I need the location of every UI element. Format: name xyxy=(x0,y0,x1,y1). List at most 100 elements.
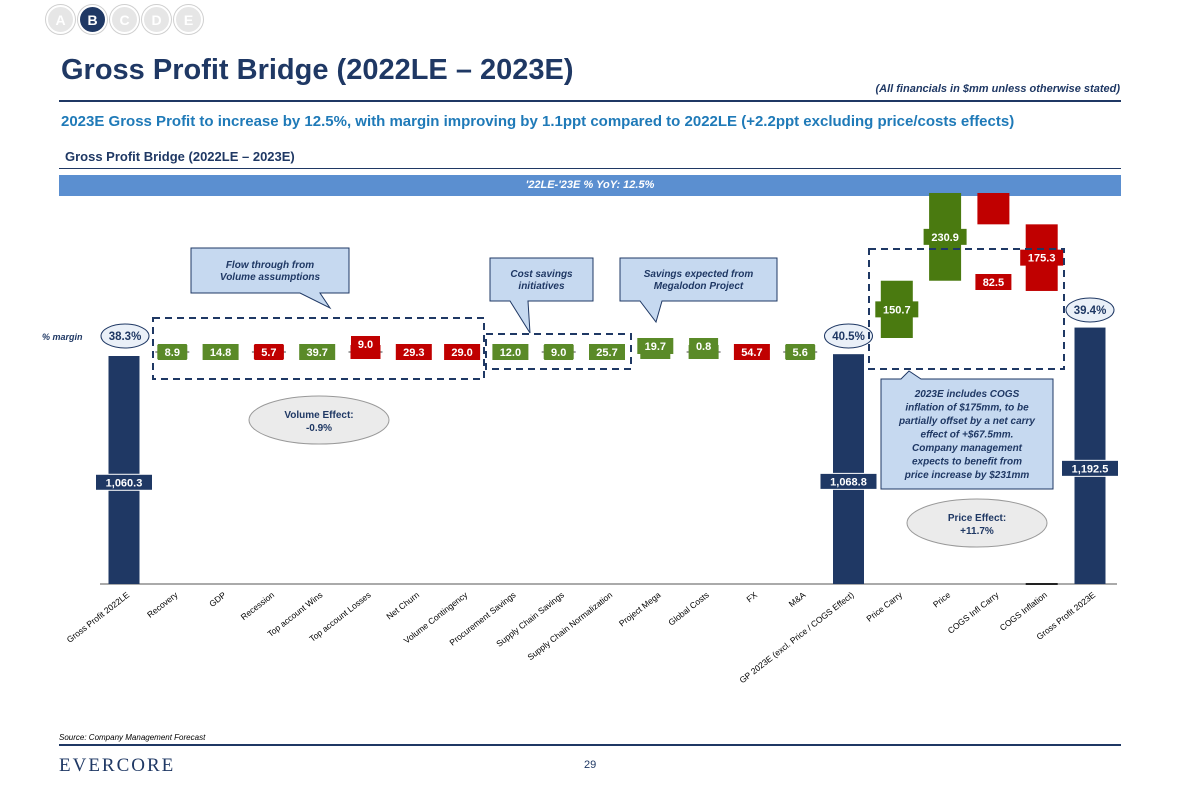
price-effect-ellipse xyxy=(906,498,1048,548)
value-label-bg-net-churn xyxy=(395,344,432,360)
bar-gross-profit-2022le xyxy=(108,356,140,584)
volume-effect-line-1: Volume Effect: xyxy=(284,410,353,421)
value-label-bg-top-account-losses xyxy=(351,336,380,352)
price-callout-line-1: 2023E includes COGS xyxy=(914,389,1020,400)
value-label-net-churn: 29.3 xyxy=(403,347,424,359)
category-label-price-carry: Price Carry xyxy=(864,589,904,624)
price-effect-line-1: Price Effect: xyxy=(948,513,1006,524)
margin-ellipse-gross-profit-2022le xyxy=(100,323,150,349)
chart-section-title: Gross Profit Bridge (2022LE – 2023E) xyxy=(65,149,295,164)
value-label-gross-profit-2022le: 1,060.3 xyxy=(106,477,143,489)
cost-savings-callout-line-2: initiatives xyxy=(518,281,565,292)
value-label-bg-recession xyxy=(254,344,284,360)
value-label-price: 230.9 xyxy=(931,232,959,244)
price-callout-line-6: expects to benefit from xyxy=(912,457,1022,468)
margin-value-gross-profit-2023e: 39.4% xyxy=(1074,305,1107,317)
value-label-bg-top-account-wins xyxy=(299,344,336,360)
price-group-box xyxy=(868,248,1065,370)
price-callout-shape xyxy=(880,370,1054,490)
volume-callout-line-2: Volume assumptions xyxy=(220,272,321,283)
price-callout-line-5: Company management xyxy=(912,443,1023,454)
category-label-supply-chain-normalization: Supply Chain Normalization xyxy=(525,590,614,663)
value-label-gross-profit-2023e: 1,192.5 xyxy=(1072,463,1109,475)
category-label-recession: Recession xyxy=(239,590,277,622)
megalodon-callout-line-2: Megalodon Project xyxy=(654,281,744,292)
volume-group-box xyxy=(152,317,485,380)
title-divider xyxy=(59,100,1121,102)
value-label-bg-project-mega xyxy=(637,338,674,354)
value-label-supply-chain-savings: 9.0 xyxy=(551,347,566,359)
value-label-bg-fx xyxy=(733,344,770,360)
key-message: 2023E Gross Profit to increase by 12.5%,… xyxy=(61,113,1015,130)
section-divider xyxy=(59,168,1121,169)
volume-callout-line-1: Flow through from xyxy=(226,260,314,271)
category-label-cogs-inflation: COGS Inflation xyxy=(998,590,1049,633)
category-label-global-costs: Global Costs xyxy=(666,590,711,628)
category-label-recovery: Recovery xyxy=(145,589,180,619)
margin-value-gross-profit-2022le: 38.3% xyxy=(109,331,142,343)
value-label-fx: 54.7 xyxy=(741,347,762,359)
value-label-global-costs: 0.8 xyxy=(696,341,711,353)
value-label-volume-contingency: 29.0 xyxy=(451,347,472,359)
nav-tab-c[interactable]: C xyxy=(110,5,139,34)
page-number: 29 xyxy=(584,759,597,771)
volume-effect-line-2: -0.9% xyxy=(306,423,332,434)
price-callout-line-7: price increase by $231mm xyxy=(904,470,1030,481)
nav-tab-e[interactable]: E xyxy=(174,5,203,34)
value-label-bg-volume-contingency xyxy=(444,344,481,360)
value-label-bg-gdp xyxy=(202,344,239,360)
nav-tab-b[interactable]: B xyxy=(78,5,107,34)
evercore-logo: EVERCORE xyxy=(59,755,176,776)
value-label-project-mega: 19.7 xyxy=(645,341,666,353)
category-label-fx: FX xyxy=(744,590,759,605)
value-label-top-account-losses: 9.0 xyxy=(358,339,373,351)
margin-ellipse-gross-profit-2023e xyxy=(1065,297,1115,323)
value-label-bg-price-carry xyxy=(875,301,919,318)
value-label-gdp: 14.8 xyxy=(210,347,231,359)
value-label-bg-global-costs xyxy=(689,338,719,354)
value-label-bg-price xyxy=(923,228,967,245)
volume-effect-ellipse xyxy=(248,395,390,445)
margin-axis-label: % margin xyxy=(42,332,83,342)
nav-tab-a[interactable]: A xyxy=(46,5,75,34)
category-label-cogs-infl-carry: COGS Infl Carry xyxy=(946,589,1002,635)
margin-ellipse-gp-2023e-excl-price-cogs-effect xyxy=(824,323,873,349)
value-label-bg-recovery xyxy=(157,344,187,360)
value-label-bg-gp-2023e-excl-price-cogs-effect xyxy=(819,472,878,490)
value-label-top-account-wins: 39.7 xyxy=(306,347,327,359)
section-nav: A B C D E xyxy=(46,5,206,34)
source-note: Source: Company Management Forecast xyxy=(59,733,206,742)
value-label-gp-2023e-excl-price-cogs-effect: 1,068.8 xyxy=(830,476,867,488)
value-label-bg-procurement-savings xyxy=(492,344,529,360)
bar-cogs-infl-carry xyxy=(977,192,1010,225)
value-label-bg-supply-chain-normalization xyxy=(589,344,625,360)
nav-tab-d[interactable]: D xyxy=(142,5,171,34)
cost-savings-group-box xyxy=(485,333,632,370)
value-label-bg-supply-chain-savings xyxy=(544,344,574,360)
megalodon-callout-shape xyxy=(619,257,778,324)
value-label-price-carry: 150.7 xyxy=(883,304,911,316)
value-label-supply-chain-normalization: 25.7 xyxy=(596,347,617,359)
category-label-net-churn: Net Churn xyxy=(384,590,421,622)
category-label-gdp: GDP xyxy=(207,589,228,608)
megalodon-callout-line-1: Savings expected from xyxy=(644,269,754,280)
value-label-bg-m-a xyxy=(785,344,815,360)
footer-divider xyxy=(59,744,1121,746)
price-effect-line-2: +11.7% xyxy=(960,526,994,537)
cost-savings-callout-line-1: Cost savings xyxy=(510,269,573,280)
page-title: Gross Profit Bridge (2022LE – 2023E) xyxy=(61,54,574,86)
financials-note: (All financials in $mm unless otherwise … xyxy=(875,83,1120,95)
value-label-bg-cogs-inflation xyxy=(1020,249,1064,266)
category-label-project-mega: Project Mega xyxy=(617,590,663,629)
category-label-gross-profit-2022le: Gross Profit 2022LE xyxy=(65,589,132,644)
value-label-cogs-inflation: 175.3 xyxy=(1028,253,1056,265)
margin-value-gp-2023e-excl-price-cogs-effect: 40.5% xyxy=(832,331,865,343)
value-label-recession: 5.7 xyxy=(261,347,276,359)
yoy-banner: '22LE-'23E % YoY: 12.5% xyxy=(59,175,1121,196)
value-label-m-a: 5.6 xyxy=(793,347,808,359)
bar-gross-profit-2023e xyxy=(1074,327,1106,584)
price-callout-line-2: inflation of $175mm, to be xyxy=(905,403,1029,414)
value-label-recovery: 8.9 xyxy=(165,347,180,359)
value-label-procurement-savings: 12.0 xyxy=(500,347,521,359)
